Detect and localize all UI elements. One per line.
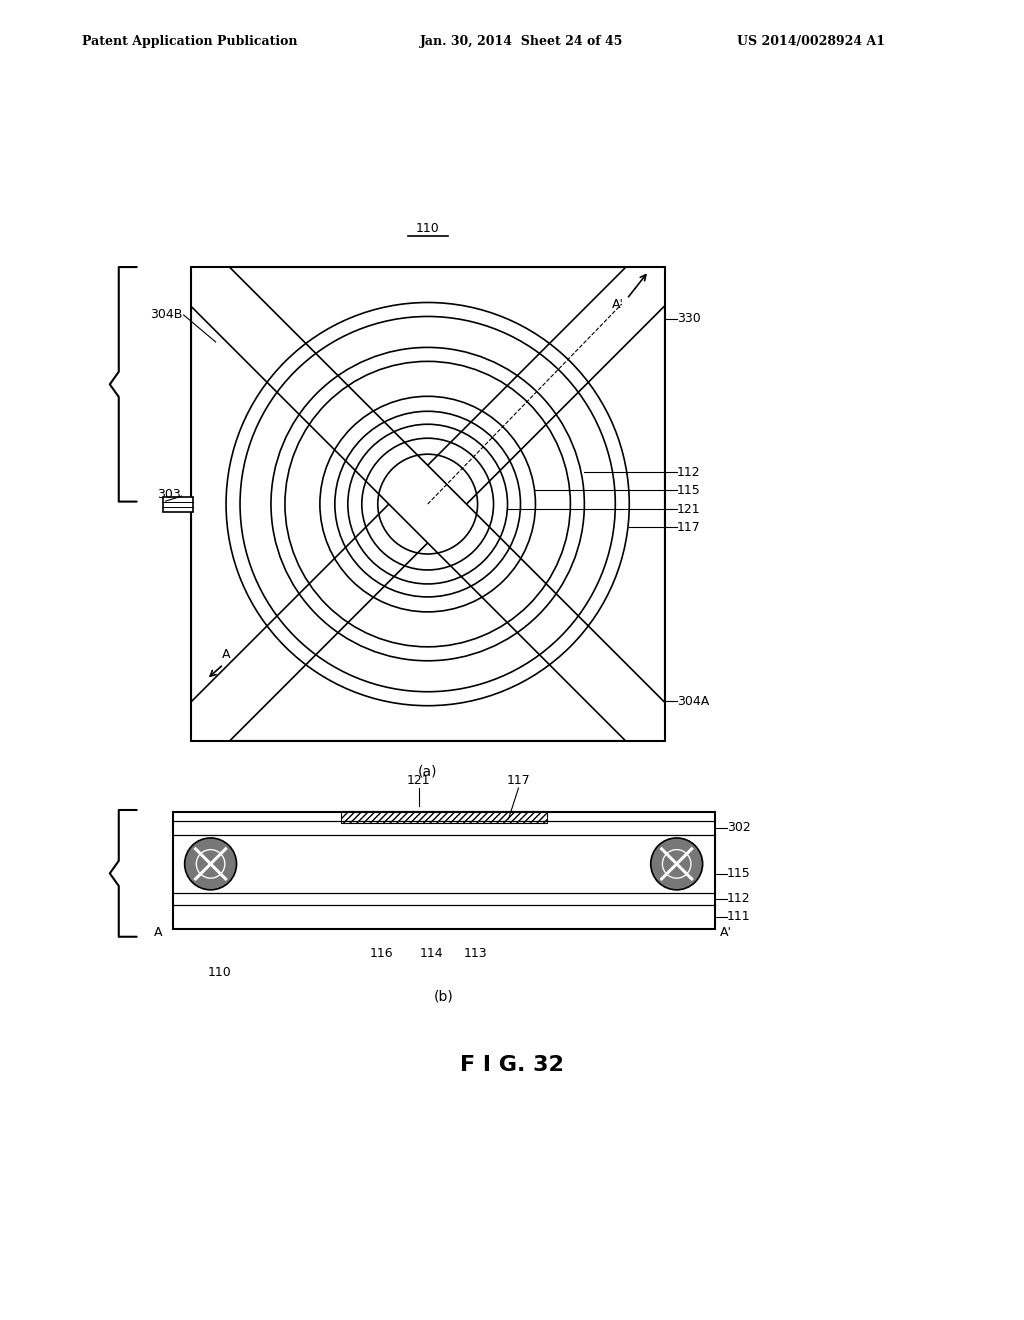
Text: (a): (a) <box>418 764 437 777</box>
Bar <box>173 836 715 892</box>
Text: 113: 113 <box>464 946 487 960</box>
Polygon shape <box>190 267 665 741</box>
Text: A: A <box>221 648 230 661</box>
Text: 304B: 304B <box>151 309 182 322</box>
Text: 121: 121 <box>407 774 430 787</box>
Text: Jan. 30, 2014  Sheet 24 of 45: Jan. 30, 2014 Sheet 24 of 45 <box>420 36 624 48</box>
Text: 121: 121 <box>677 503 700 516</box>
Text: 110: 110 <box>416 222 439 235</box>
Bar <box>1 0 1023 267</box>
Bar <box>173 821 715 836</box>
Text: 117: 117 <box>677 520 700 533</box>
Bar <box>173 883 715 892</box>
Circle shape <box>650 838 702 890</box>
Bar <box>645 834 709 894</box>
Bar <box>1 741 1023 1320</box>
Text: Patent Application Publication: Patent Application Publication <box>82 36 297 48</box>
Bar <box>341 810 547 822</box>
Text: 304A: 304A <box>677 694 709 708</box>
Text: (b): (b) <box>434 990 454 1003</box>
Bar <box>281 826 606 836</box>
Text: 116: 116 <box>370 946 393 960</box>
Text: US 2014/0028924 A1: US 2014/0028924 A1 <box>737 36 886 48</box>
Bar <box>173 812 715 929</box>
Text: 111: 111 <box>727 911 751 923</box>
Polygon shape <box>168 244 687 763</box>
Text: A': A' <box>611 298 624 312</box>
Text: 115: 115 <box>727 867 751 880</box>
Bar <box>1 267 190 741</box>
Bar <box>178 834 243 894</box>
Text: 330: 330 <box>677 313 700 326</box>
Bar <box>173 892 715 904</box>
Text: 302: 302 <box>727 821 751 834</box>
Text: 303: 303 <box>157 487 180 500</box>
Polygon shape <box>168 244 687 763</box>
Circle shape <box>184 838 237 890</box>
Text: F I G. 32: F I G. 32 <box>460 1056 564 1076</box>
Text: 112: 112 <box>677 466 700 479</box>
Text: 112: 112 <box>727 892 751 906</box>
Text: A: A <box>155 927 163 940</box>
Text: A': A' <box>720 927 731 940</box>
Bar <box>665 267 864 741</box>
Text: 110: 110 <box>208 966 231 979</box>
Text: 117: 117 <box>507 774 530 787</box>
Bar <box>173 904 715 929</box>
Text: 115: 115 <box>677 483 700 496</box>
Text: 114: 114 <box>420 946 443 960</box>
Bar <box>163 496 193 512</box>
